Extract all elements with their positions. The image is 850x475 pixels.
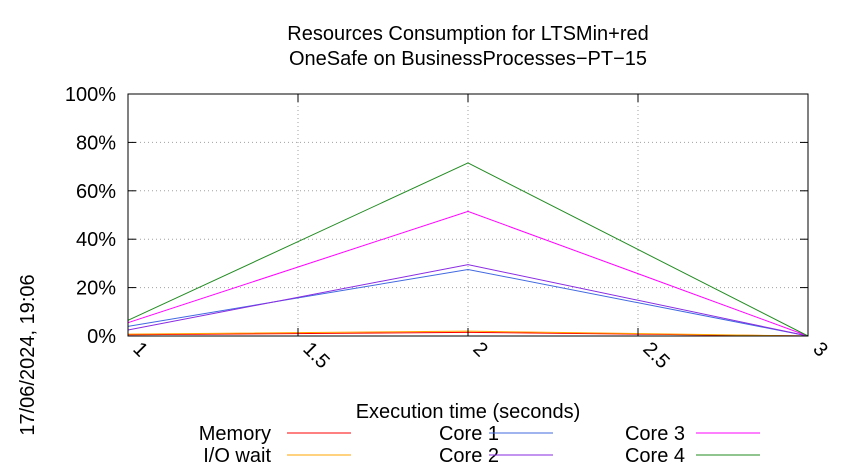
legend-label: Memory <box>199 423 271 445</box>
y-tick-label: 80% <box>76 132 116 154</box>
legend-label: I/O wait <box>203 445 271 467</box>
x-tick-label: 1 <box>128 338 151 361</box>
x-axis-label: Execution time (seconds) <box>356 401 581 423</box>
series-line <box>127 268 809 337</box>
y-tick-label: 0% <box>87 326 116 348</box>
series-line <box>127 210 809 337</box>
y-tick-label: 100% <box>65 84 116 106</box>
series-lines <box>127 162 809 337</box>
y-tick-label: 60% <box>76 181 116 203</box>
legend-label: Core 1 <box>439 423 499 445</box>
x-tick-label: 3 <box>808 338 831 361</box>
legend-label: Core 3 <box>625 423 685 445</box>
x-tick-label: 1.5 <box>298 338 333 373</box>
grid-lines <box>128 94 808 336</box>
legend-label: Core 4 <box>625 445 685 467</box>
timestamp-label: 17/06/2024, 19:06 <box>17 274 39 435</box>
x-tick-label: 2 <box>468 338 491 361</box>
legend-label: Core 2 <box>439 445 499 467</box>
chart-title-line-1: Resources Consumption for LTSMin+red <box>287 23 648 45</box>
series-line <box>127 264 809 337</box>
axis-ticks: 0% 20% 40% 60% 80% 100% 1 1.5 2 2.5 3 <box>65 84 832 373</box>
y-tick-label: 40% <box>76 229 116 251</box>
y-tick-label: 20% <box>76 278 116 300</box>
chart-title-line-2: OneSafe on BusinessProcesses−PT−15 <box>289 48 647 70</box>
x-tick-label: 2.5 <box>638 338 673 373</box>
series-line <box>127 162 809 337</box>
